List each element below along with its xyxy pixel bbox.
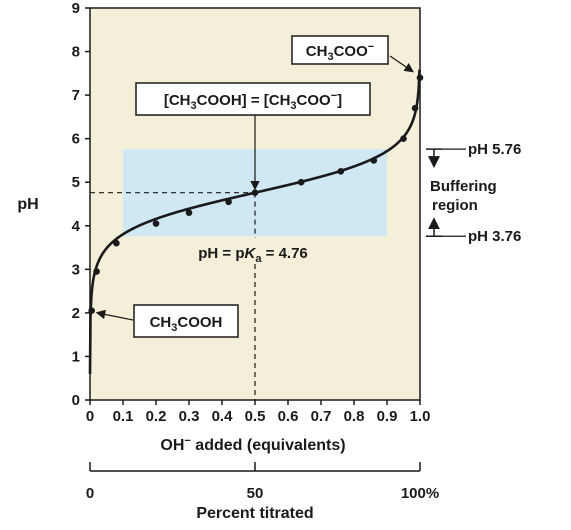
svg-text:CH3COOH: CH3COOH <box>150 314 223 334</box>
y-tick-label: 4 <box>72 218 81 235</box>
data-point <box>337 168 345 175</box>
conjugate-base-label: CH3COO− <box>291 35 389 65</box>
acid-label: CH3COOH <box>133 304 239 338</box>
percent-tick-0: 0 <box>86 485 94 502</box>
y-tick-label: 1 <box>72 348 80 365</box>
x-tick-label: 0.5 <box>245 408 266 425</box>
y-tick-label: 0 <box>72 392 80 409</box>
x-axis-label: OH− added (equivalents) <box>160 435 345 454</box>
y-tick-label: 9 <box>72 0 80 17</box>
y-tick-label: 3 <box>72 261 80 278</box>
data-point <box>152 220 160 227</box>
conjugate-base-arrow <box>389 55 414 73</box>
data-point <box>416 74 424 81</box>
percent-titrated-axis <box>89 462 421 472</box>
data-point <box>113 239 120 247</box>
x-tick-label: 1.0 <box>410 408 431 425</box>
y-tick-label: 5 <box>72 174 80 191</box>
data-point <box>370 157 378 164</box>
x-tick-label: 0 <box>86 408 94 425</box>
svg-text:[CH3COOH] = [CH3COO−]: [CH3COOH] = [CH3COO−] <box>164 90 342 112</box>
data-point <box>251 189 259 196</box>
x-tick-label: 0.1 <box>113 408 134 425</box>
x-tick-label: 0.3 <box>179 408 200 425</box>
buffering-label-line2: region <box>432 197 478 214</box>
y-axis-label: pH <box>17 196 38 213</box>
data-point <box>93 268 100 275</box>
acid-arrow <box>95 309 134 321</box>
data-point <box>411 104 419 112</box>
x-tick-label: 0.6 <box>278 408 299 425</box>
x-tick-label: 0.7 <box>311 408 332 425</box>
y-tick-label: 2 <box>72 305 80 322</box>
data-point <box>400 135 407 142</box>
data-point <box>297 178 305 186</box>
x-tick-label: 0.4 <box>212 408 234 425</box>
percent-axis-label: Percent titrated <box>196 505 313 522</box>
y-tick-label: 8 <box>72 44 80 61</box>
buffering-bracket <box>426 148 466 237</box>
percent-tick-50: 50 <box>247 485 264 502</box>
x-tick-label: 0.8 <box>344 408 365 425</box>
data-point <box>225 198 232 206</box>
data-point <box>88 307 95 315</box>
ph-low-label: pH 3.76 <box>468 228 521 245</box>
percent-tick-100: 100% <box>401 485 439 502</box>
y-tick-label: 6 <box>72 131 80 148</box>
ph-high-label: pH 5.76 <box>468 141 521 158</box>
equal-concentration-label: [CH3COOH] = [CH3COO−] <box>135 82 371 116</box>
x-tick-label: 0.9 <box>377 408 398 425</box>
x-tick-label: 0.2 <box>146 408 167 425</box>
pka-label: pH = pKa = 4.76 <box>198 245 308 265</box>
buffering-label-line1: Buffering <box>430 178 497 195</box>
y-tick-label: 7 <box>72 87 80 104</box>
svg-text:CH3COO−: CH3COO− <box>306 41 374 63</box>
data-point <box>185 209 193 217</box>
